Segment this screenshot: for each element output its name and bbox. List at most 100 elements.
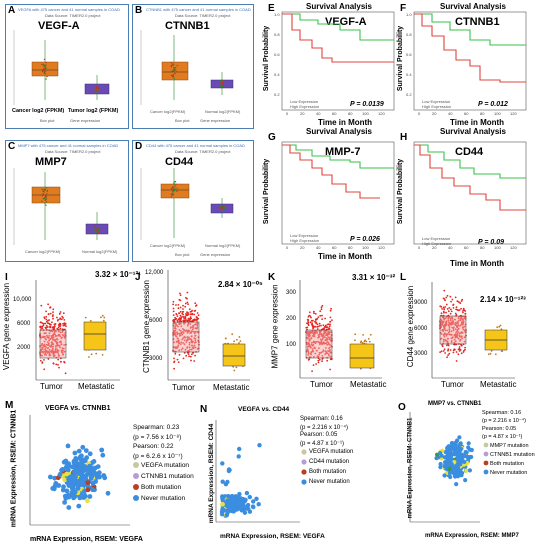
survival-H-high: High Expression [422,241,452,246]
boxplot-I-point [53,328,55,330]
boxplot-I-point [48,326,51,328]
boxplot-K-point [326,359,329,362]
panel-C-point [45,201,48,203]
boxplot-L-point [458,309,461,311]
panel-letter-C: C [8,141,16,152]
panel-A-point [43,58,46,61]
scatter-N-point [235,502,241,508]
boxplot-I-point [100,316,102,319]
boxplot-L-point [442,310,445,313]
boxplot-L-point [499,324,502,327]
scatter-M-point [75,461,81,466]
panel-C-point [93,226,95,229]
boxplot-I-point [44,326,47,329]
boxplot-J-point [172,303,175,306]
scatter-O-point [451,451,456,456]
boxplot-K-point [328,325,331,327]
scatter-O-leg2: CTNNB1 mutation [490,452,535,458]
svg-text:120: 120 [510,245,517,250]
boxplot-K-point [318,322,321,325]
boxplot-J-point [172,300,175,303]
panel-A-point [43,72,45,74]
boxplot-J-tick1: 12,000 [145,270,164,276]
panel-A-point [42,70,44,73]
svg-text:120: 120 [378,111,385,116]
boxplot-K-point [354,339,356,342]
survival-F-xlabel: Time in Month [450,118,505,127]
boxplot-I-point [49,306,51,309]
scatter-N-point [220,509,225,514]
panel-letter-G: G [268,132,276,143]
svg-text:80: 80 [348,245,353,250]
scatter-N-point [257,443,262,448]
scatter-M-point [75,485,81,491]
boxplot-I-point [47,358,50,360]
boxplot-J-point [189,313,192,316]
boxplot-J-point [182,304,184,307]
boxplot-J-point [233,369,236,372]
boxplot-K-point [322,324,325,327]
boxplot-K-point [307,359,310,361]
boxplot-L-point [463,309,466,312]
svg-text:0.2: 0.2 [274,92,280,97]
survival-F-high: High Expression [422,104,452,109]
boxplot-L-tick2: 6000 [414,326,428,332]
boxplot-J-point [183,319,186,322]
scatter-O-title: MMP7 vs. CTNNB1 [428,401,482,407]
boxplot-I-point [101,314,104,317]
boxplot-I-point [55,363,58,366]
scatter-M-point [69,473,75,479]
panel-B-point [220,86,222,89]
scatter-N-point [254,496,259,501]
svg-text:0: 0 [418,111,421,116]
boxplot-J-point [196,312,199,314]
boxplot-L-point [458,347,461,350]
panel-B-point [170,62,173,64]
scatter-M-point [82,474,88,479]
boxplot-I-point [84,316,87,319]
scatter-M-point [90,487,95,493]
scatter-N-leg4: Never mutation [309,479,350,485]
scatter-O-point [463,478,468,483]
boxplot-I-point [95,352,98,355]
boxplot-L-point [447,344,450,347]
scatter-O-pearson: Pearson: 0.05 [482,426,517,432]
panel-C-point [95,228,97,230]
survival-ticks: 0 20 40 60 80 100 120 0 20 40 60 80 100 120 0 20 40 60 8… [274,12,517,250]
survival-G-title: Survival Analysis [306,127,372,136]
survival-H-low-curve [414,144,526,179]
panel-B-point [175,71,178,73]
boxplot-I-point [90,353,93,356]
boxplot-J-point [181,312,184,315]
boxplot-I-point [41,327,44,330]
panel-letter-I: I [5,272,8,283]
boxplot-K-point [306,322,308,325]
scatter-O-point [457,442,462,447]
panel-letter-E: E [268,3,275,14]
panel-C-point [45,194,47,196]
scatter-N-point [220,494,225,499]
panel-C-point [96,231,98,234]
panel-B-point [170,74,173,77]
boxplot-J-tumor-box [172,321,200,353]
panel-B-point [173,78,176,80]
scatter-M-point [77,495,83,501]
panel-D-point [176,190,178,192]
boxplot-L-point [500,328,503,330]
boxplot-L-point [461,298,464,301]
panel-D-point [218,207,220,209]
boxplot-L-point [501,350,504,352]
svg-text:60: 60 [332,111,337,116]
scatter-N-point [247,494,252,500]
scatter-O-point [461,459,466,464]
panel-A-point [95,88,98,91]
boxplot-K-point [312,364,315,366]
panel-A-x2: Tumor log2 (FPKM) [68,108,119,114]
panel-C-point [41,200,43,202]
boxplot-K-point [321,360,323,363]
boxplot-L-point [455,314,458,316]
boxplot-J-point [233,340,236,343]
boxplot-I-point [58,312,61,315]
panel-A-point [93,90,95,93]
scatter-O-point [464,468,469,473]
